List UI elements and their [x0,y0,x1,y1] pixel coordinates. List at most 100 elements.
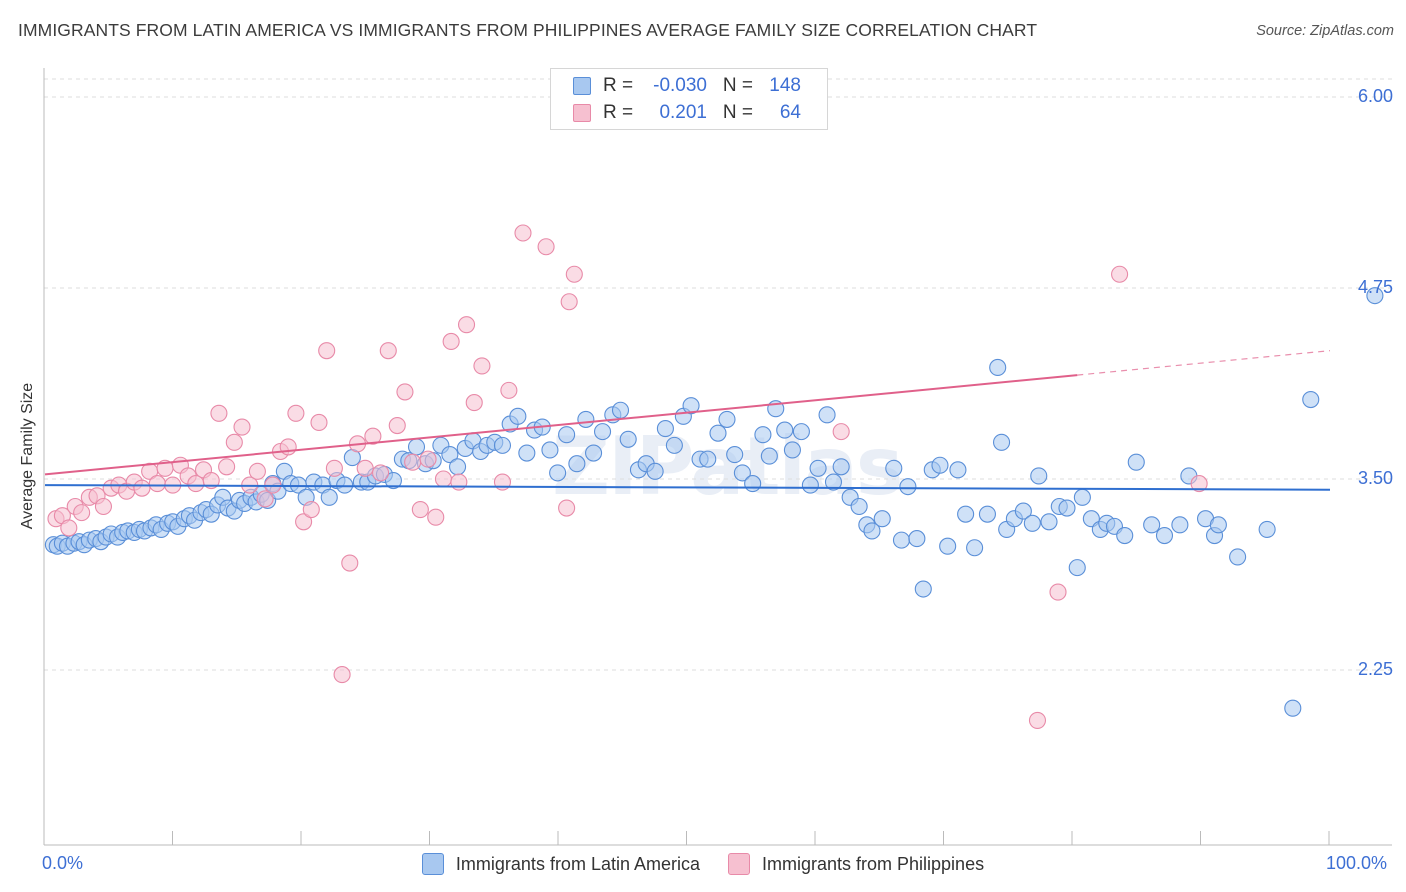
philippines-trend-line [44,374,1078,476]
series-philippines-points [47,224,1208,729]
latin-america-point [1258,520,1276,538]
philippines-point [396,383,414,401]
philippines-point [465,394,483,412]
latin-america-point [818,406,836,424]
philippines-point [434,470,452,488]
latin-america-point [320,488,338,506]
legend-label: Immigrants from Latin America [455,853,700,874]
latin-america-point [568,455,586,473]
philippines-point [233,418,251,436]
philippines-point [202,471,220,490]
latin-america-point [792,423,810,441]
philippines-point [133,479,151,497]
pink-swatch-icon [573,104,591,122]
y-tick-label: 3.50 [1357,468,1393,488]
philippines-point [473,357,491,375]
latin-america-point [1058,499,1076,517]
latin-america-point [1073,488,1091,506]
latin-america-point [1155,526,1174,545]
philippines-point [302,501,320,519]
stats-row-philippines: R = 0.201 N = 64 [573,100,801,126]
latin-america-point [885,459,903,477]
philippines-point [94,497,113,516]
latin-america-point [1127,453,1145,471]
latin-america-point [441,446,459,464]
latin-america-point [1284,699,1302,717]
philippines-point [218,458,236,476]
chart-title: IMMIGRANTS FROM LATIN AMERICA VS IMMIGRA… [18,20,1038,40]
latin-america-point [754,426,772,444]
latin-america-point [733,464,751,482]
philippines-point [388,416,406,435]
latin-america-point [783,441,801,459]
latin-america-point [449,458,467,476]
latin-america-point [899,478,917,496]
latin-america-point [892,531,911,549]
latin-america-point [509,407,527,425]
latin-america-point [585,444,603,462]
legend-item-philippines[interactable]: Immigrants from Philippines [728,853,984,875]
latin-america-point [966,539,984,557]
latin-america-point [914,580,932,598]
trend-lines [44,350,1331,491]
latin-america-point [577,410,595,428]
latin-america-point [1209,516,1227,534]
legend-item-latin-america[interactable]: Immigrants from Latin America [421,853,700,875]
philippines-point [310,413,328,432]
latin-america-point [744,475,762,493]
latin-america-point [832,458,850,476]
latin-america-point [776,421,794,439]
latin-america-point [558,426,576,444]
axes [43,68,1392,846]
latin-america-point [1068,559,1086,577]
grid-lines [44,78,1392,671]
philippines-point [356,459,374,477]
philippines-point [1111,265,1129,283]
latin-america-point [1014,502,1032,520]
r-label: R = [603,75,634,96]
latin-america-point [809,459,827,477]
r-label: R = [603,102,634,123]
n-value: 148 [769,75,801,96]
latin-america-point [493,436,512,454]
latin-america-point [726,446,744,464]
philippines-point [1190,475,1208,493]
y-tick-label: 4.75 [1357,277,1393,297]
latin-america-point [699,450,717,468]
latin-america-trend-line [44,484,1331,491]
philippines-point [558,499,576,517]
philippines-point [537,238,555,256]
latin-america-point [541,441,559,459]
latin-america-point [384,471,402,490]
philippines-point [1049,583,1067,601]
latin-america-point [593,423,612,441]
philippines-point [210,404,228,422]
latin-america-point [824,473,843,491]
philippines-point [341,554,359,572]
legend-label: Immigrants from Philippines [762,853,985,874]
philippines-point [404,453,422,471]
y-axis-label: Average Family Size [19,382,36,530]
x-tick-label-max: 100.0% [1326,853,1388,873]
philippines-point [60,519,78,537]
philippines-point [419,450,437,468]
latin-america-point [665,436,683,454]
philippines-point [364,427,382,445]
pink-swatch-icon [728,853,750,875]
r-value: 0.201 [659,102,707,123]
n-label: N = [722,75,753,96]
latin-america-point [611,401,630,419]
latin-america-point [619,430,637,448]
philippines-point [73,504,91,522]
latin-america-point [949,461,967,479]
stats-row-latin-america: R = -0.030 N = 148 [573,73,801,99]
latin-america-point [1030,467,1048,485]
latin-america-point [1229,548,1247,566]
latin-america-point [978,505,996,523]
philippines-point [427,508,445,526]
philippines-point [287,404,305,422]
philippines-point [318,342,336,360]
philippines-point [832,423,850,441]
philippines-point [500,381,518,399]
